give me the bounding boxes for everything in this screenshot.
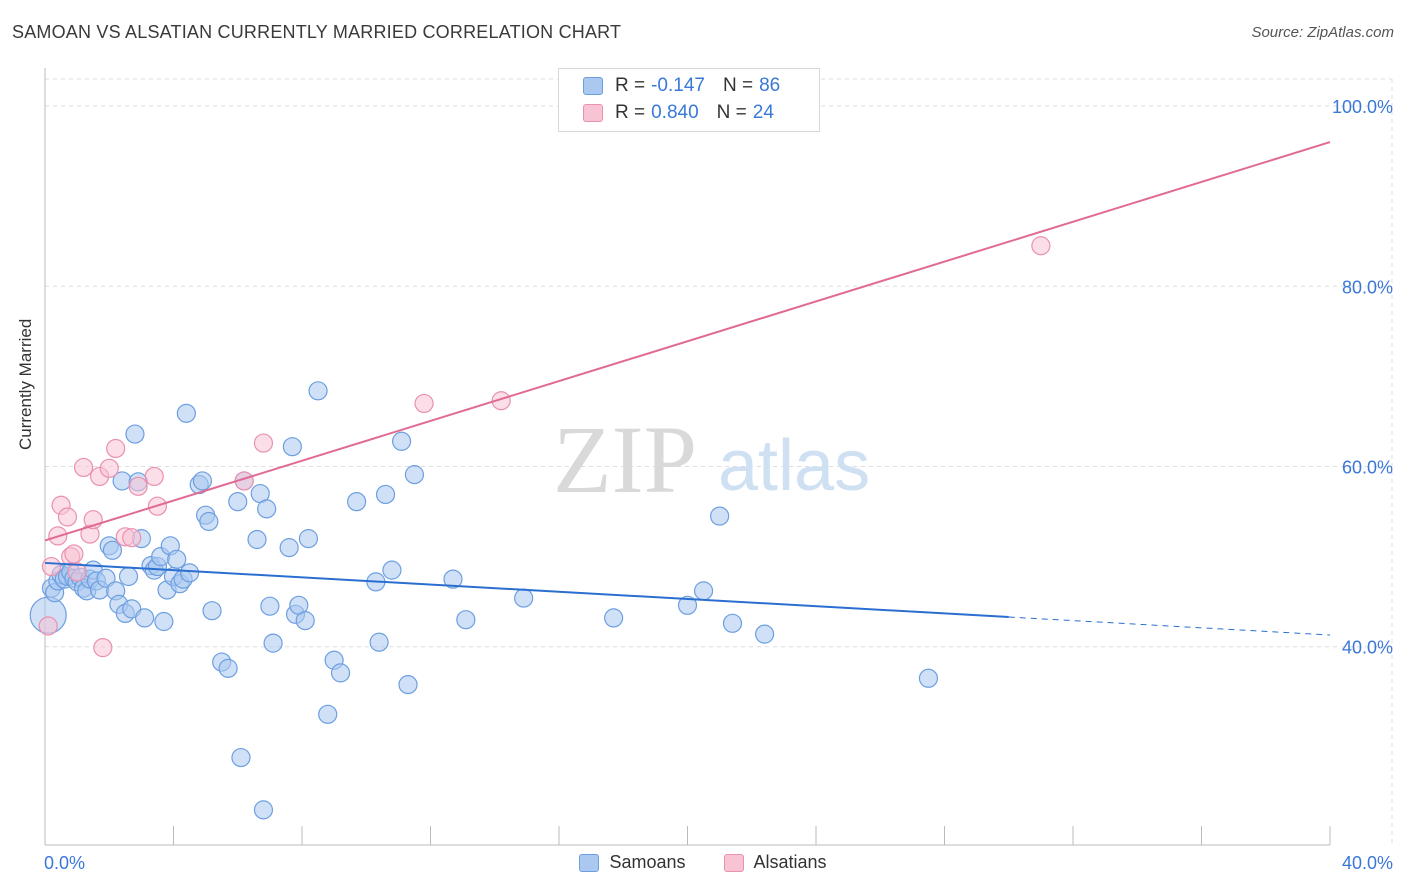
data-point-alsatians: [144, 466, 164, 487]
data-point-samoans: [102, 540, 123, 560]
data-point-samoans: [318, 704, 338, 724]
data-point-alsatians: [414, 393, 434, 414]
data-point-alsatians: [93, 638, 113, 658]
data-point-samoans: [330, 663, 351, 683]
legend-n-label: N =: [716, 102, 747, 123]
legend-n-value: 24: [752, 102, 774, 123]
data-point-samoans: [514, 588, 534, 608]
data-point-alsatians: [57, 507, 78, 527]
legend-swatch-alsatians: [583, 104, 603, 122]
data-point-samoans: [218, 658, 238, 678]
legend-swatch-samoans: [579, 853, 600, 872]
data-point-alsatians: [73, 457, 94, 478]
data-point-samoans: [754, 624, 775, 644]
data-point-samoans: [231, 747, 251, 768]
data-point-samoans: [404, 465, 425, 485]
data-point-samoans: [118, 566, 139, 587]
data-point-alsatians: [38, 616, 58, 636]
legend-r-label: R =: [615, 102, 646, 123]
bottom-legend: Samoans Alsatians: [0, 852, 1406, 873]
data-point-alsatians: [64, 544, 84, 564]
y-tick-label: 100.0%: [1332, 97, 1393, 117]
data-point-samoans: [443, 569, 463, 589]
data-point-samoans: [298, 529, 319, 549]
axes: [44, 68, 1331, 846]
legend-swatch-samoans: [583, 77, 603, 95]
data-point-samoans: [167, 549, 187, 569]
data-point-samoans: [604, 608, 624, 628]
legend-box: R = -0.147 N = 86 R = 0.840 N = 24: [558, 68, 820, 132]
data-point-samoans: [693, 581, 714, 601]
trend-line-samoans: [44, 561, 1009, 619]
trend-line-samoans-extension: [1008, 616, 1331, 636]
data-point-samoans: [308, 381, 328, 401]
data-point-alsatians: [122, 528, 142, 548]
data-point-samoans: [279, 538, 299, 558]
legend-r-value: -0.147: [651, 75, 705, 96]
data-point-samoans: [192, 471, 213, 491]
legend-n-label: N =: [722, 75, 754, 96]
legend-label-alsatians: Alsatians: [753, 852, 827, 872]
chart-title: SAMOAN VS ALSATIAN CURRENTLY MARRIED COR…: [12, 22, 622, 42]
trend-line-alsatians: [44, 141, 1331, 542]
legend-row-samoans: R = -0.147 N = 86: [583, 74, 780, 98]
trend-lines: [44, 141, 1331, 636]
data-point-alsatians: [128, 476, 148, 496]
data-point-samoans: [125, 424, 145, 444]
data-point-samoans: [375, 484, 396, 505]
data-point-samoans: [677, 595, 698, 615]
legend-r-value: 0.840: [651, 102, 699, 123]
data-point-samoans: [710, 506, 730, 526]
data-point-samoans: [382, 560, 402, 580]
data-point-samoans: [247, 529, 267, 550]
data-point-samoans: [199, 511, 219, 532]
tick-labels: 40.0% 60.0% 80.0% 100.0% 0.0% 40.0%: [44, 97, 1393, 873]
legend-item-alsatians[interactable]: Alsatians: [723, 852, 827, 873]
data-point-samoans: [722, 613, 743, 633]
data-point-samoans: [282, 437, 302, 457]
data-point-samoans: [257, 499, 277, 519]
data-point-samoans: [391, 431, 412, 451]
data-point-samoans: [347, 492, 367, 512]
data-point-samoans: [228, 492, 248, 512]
data-point-samoans: [456, 610, 476, 630]
watermark-zip: ZIP: [553, 406, 697, 513]
y-tick-label: 80.0%: [1342, 277, 1393, 297]
y-tick-label: 40.0%: [1342, 638, 1393, 658]
y-axis-label: Currently Married: [16, 318, 35, 450]
data-point-alsatians: [253, 433, 274, 453]
data-point-samoans: [96, 568, 116, 588]
data-point-samoans: [176, 403, 196, 423]
data-point-alsatians: [1031, 236, 1051, 256]
data-point-samoans: [260, 596, 280, 616]
data-point-samoans: [295, 611, 315, 631]
data-point-samoans: [398, 674, 418, 695]
legend-item-samoans[interactable]: Samoans: [579, 852, 686, 873]
data-point-alsatians: [106, 438, 126, 459]
watermark-atlas: atlas: [718, 426, 870, 506]
data-point-samoans: [918, 668, 939, 688]
data-point-samoans: [253, 800, 274, 820]
legend-n-value: 86: [759, 75, 781, 96]
data-point-alsatians: [41, 556, 62, 577]
legend-label-samoans: Samoans: [609, 852, 686, 872]
x-tick-label: 40.0%: [1342, 853, 1393, 873]
source-label: Source: ZipAtlas.com: [1251, 24, 1394, 41]
x-tick-label: 0.0%: [44, 853, 85, 873]
legend-swatch-alsatians: [723, 853, 744, 872]
data-point-samoans: [154, 611, 174, 632]
data-point-samoans: [134, 608, 155, 628]
y-tick-label: 60.0%: [1342, 458, 1393, 478]
data-point-samoans: [263, 633, 283, 653]
legend-r-label: R =: [615, 75, 646, 96]
legend-row-alsatians: R = 0.840 N = 24: [583, 101, 774, 125]
series-alsatians: [38, 236, 1051, 658]
data-point-alsatians: [491, 391, 511, 411]
data-point-samoans: [202, 601, 222, 621]
data-point-alsatians: [67, 562, 87, 582]
data-point-alsatians: [99, 458, 119, 478]
data-point-samoans: [369, 632, 389, 652]
data-point-samoans: [179, 563, 200, 583]
